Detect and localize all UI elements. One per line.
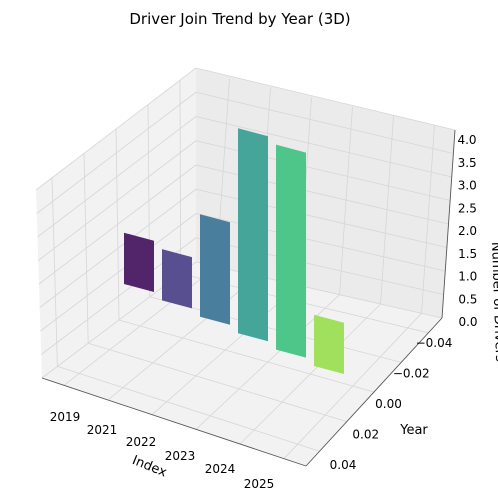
- z-tick-label: 1.5: [458, 247, 477, 261]
- z-tick-label: 2.5: [458, 201, 477, 215]
- y-tick-label: 0.02: [352, 428, 379, 442]
- y-tick-label: 0.00: [375, 397, 402, 411]
- y-tick-label: −0.02: [393, 367, 430, 381]
- z-axis-label: Number of Drivers: [488, 242, 498, 362]
- axis-lines: [41, 129, 456, 467]
- z-tick-label: 2.0: [458, 224, 477, 238]
- bar-2024: [276, 144, 306, 358]
- x-tick-label: 2022: [126, 435, 157, 449]
- z-tick-label: 3.0: [458, 179, 477, 193]
- bars: [124, 128, 344, 374]
- z-tick-label: 3.5: [458, 156, 477, 170]
- z-tick-label: 4.0: [457, 133, 476, 147]
- floor-pane: [42, 262, 442, 466]
- z-tick-label: 1.0: [458, 270, 477, 284]
- x-tick-label: 2019: [50, 410, 81, 424]
- x-tick-labels: 2019 2021 2022 2023 2024 2025: [50, 410, 275, 491]
- bar-2025: [314, 314, 344, 374]
- x-tick-label: 2021: [87, 423, 118, 437]
- bar-2022: [200, 214, 230, 325]
- x-tick-label: 2024: [205, 462, 236, 476]
- y-tick-labels: −0.04 −0.02 0.00 0.02 0.04: [330, 336, 453, 472]
- bar-2023: [238, 128, 268, 342]
- x-axis-label: Index: [130, 453, 169, 480]
- left-pane: [36, 68, 196, 378]
- z-tick-labels: 0.0 0.5 1.0 1.5 2.0 2.5 3.0 3.5 4.0: [457, 133, 477, 329]
- bar-2021: [162, 249, 192, 309]
- y-axis-label: Year: [399, 423, 428, 438]
- x-tick-label: 2023: [165, 449, 196, 463]
- x-tick-label: 2025: [244, 477, 275, 491]
- chart-title: Driver Join Trend by Year (3D): [129, 10, 350, 28]
- y-tick-label: 0.04: [330, 458, 357, 472]
- z-tick-label: 0.0: [458, 315, 477, 329]
- y-tick-label: −0.04: [416, 336, 453, 350]
- bar-2019: [124, 232, 154, 292]
- z-tick-label: 0.5: [458, 292, 477, 306]
